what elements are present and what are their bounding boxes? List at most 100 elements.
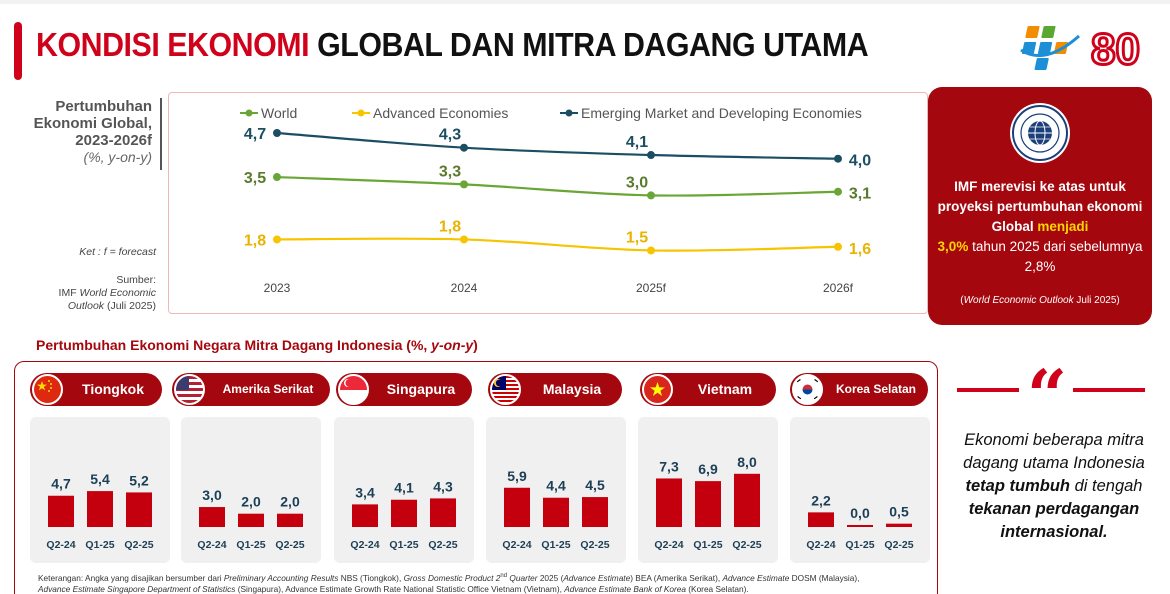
footnote: Keterangan: Angka yang disajikan bersumb… (38, 571, 938, 594)
malaysia-flag-icon (490, 374, 521, 405)
partners-title-italic: y-on-y (431, 337, 474, 353)
quote-t2: di tengah (1070, 477, 1143, 495)
bps-logo-icon: 80 (1020, 24, 1141, 76)
legend-marker-1 (357, 109, 365, 117)
page-title: KONDISI EKONOMI GLOBAL DAN MITRA DAGANG … (36, 26, 869, 64)
country-card-vietnam (638, 417, 778, 563)
country-label-tiongkok: Tiongkok (82, 381, 144, 397)
pill-tiongkok: Tiongkok (30, 373, 162, 406)
fn-p7: (Korea Selatan). (685, 583, 749, 594)
series-line-1 (276, 237, 839, 252)
south-korea-flag-icon (792, 374, 823, 405)
legend-label-2: Emerging Market and Developing Economies (581, 105, 862, 121)
source-line-2: IMF World Economic (20, 287, 156, 300)
fn-p2: NBS (Tiongkok), (338, 572, 404, 583)
quote-rule-left (957, 388, 1019, 392)
bps-logo: 80 (1015, 20, 1155, 76)
fn-sup: nd (500, 573, 508, 579)
series-point-2-1 (460, 143, 468, 152)
side-title-unit: (%, y-on-y) (83, 149, 152, 165)
legend-label-0: World (261, 105, 297, 121)
line-chart-panel (168, 92, 928, 314)
fn-p1: Keterangan: Angka yang disajikan bersumb… (38, 572, 224, 583)
country-label-malaysia: Malaysia (542, 381, 602, 397)
quote-text: Ekonomi beberapa mitra dagang utama Indo… (955, 429, 1153, 544)
series-point-0-1 (460, 180, 468, 189)
fn-p5: DOSM (Malaysia), (789, 572, 860, 583)
fn-i6: Advance Estimate Singapore Department of… (38, 583, 236, 594)
series-line-2 (276, 131, 839, 160)
quote-mark-icon: “ (1026, 354, 1068, 437)
pill-singapura: Singapura (336, 373, 472, 406)
country-card-korea-selatan (790, 417, 930, 563)
data-label-1-2: 1,5 (626, 229, 648, 246)
quote-panel: “ Ekonomi beberapa mitra dagang utama In… (955, 361, 1155, 594)
legend-marker-2 (565, 109, 573, 117)
source-weo-1: World Economic (79, 287, 156, 299)
imf-text-2: tahun 2025 dari sebelumnya 2,8% (968, 239, 1143, 274)
fn-i2: Gross Domestic Product 2 (403, 572, 501, 583)
china-flag-icon (32, 374, 63, 405)
side-title-line-2: Ekonomi Global, (33, 115, 152, 132)
imf-source-note: (World Economic Outlook Juli 2025) (934, 295, 1146, 306)
source-line-3: Outlook (Juli 2025) (20, 300, 156, 313)
side-title-line-3: 2023-2026f (75, 132, 152, 149)
x-tick-label: 2024 (451, 281, 478, 295)
series-point-0-0 (273, 173, 281, 182)
pill-amerika-serikat: Amerika Serikat (172, 373, 330, 406)
fn-i4: Advance Estimate (563, 572, 631, 583)
global-chart-title: Pertumbuhan Ekonomi Global, 2023-2026f (… (10, 98, 152, 166)
data-label-1-3: 1,6 (849, 241, 871, 258)
data-label-0-2: 3,0 (626, 174, 648, 191)
title-black-part: GLOBAL DAN MITRA DAGANG UTAMA (309, 26, 869, 63)
data-label-0-1: 3,3 (439, 163, 461, 180)
fn-p4: ) BEA (Amerika Serikat), (630, 572, 723, 583)
data-label-2-2: 4,1 (626, 134, 648, 151)
quote-rule-right (1073, 388, 1145, 392)
data-label-1-1: 1,8 (439, 218, 461, 235)
series-point-2-3 (834, 154, 842, 163)
data-label-2-3: 4,0 (849, 153, 871, 170)
country-card-tiongkok (30, 417, 170, 563)
country-card-malaysia (486, 417, 626, 563)
legend-marker-0 (245, 109, 253, 117)
fn-p6: (Singapura), Advance Estimate Growth Rat… (235, 583, 565, 594)
top-rule (0, 0, 1170, 4)
series-line-0 (276, 175, 839, 197)
x-tick-label: 2025f (636, 281, 667, 295)
side-divider (160, 98, 162, 170)
series-point-0-2 (647, 191, 655, 200)
imf-note-open: ( (960, 295, 964, 306)
fn-i5: Advance Estimate (722, 572, 790, 583)
source-imf: IMF (58, 287, 80, 299)
series-point-1-3 (834, 242, 842, 251)
imf-highlight-2: 3,0% (937, 239, 969, 254)
data-label-2-1: 4,3 (439, 127, 461, 144)
pill-malaysia: Malaysia (488, 373, 622, 406)
data-label-2-0: 4,7 (244, 126, 266, 143)
source-line-1: Sumber: (116, 274, 156, 286)
x-tick-label: 2023 (264, 281, 291, 295)
fn-i3: Quarter (507, 572, 538, 583)
legend-label-1: Advanced Economies (373, 105, 508, 121)
title-accent-bar (14, 22, 22, 80)
series-point-1-1 (460, 235, 468, 244)
series-point-1-0 (273, 235, 281, 244)
pill-vietnam: Vietnam (640, 373, 776, 406)
imf-message: IMF merevisi ke atas untuk proyeksi pert… (936, 177, 1144, 277)
source-weo-2: Outlook (67, 300, 105, 312)
pill-korea-selatan: Korea Selatan (790, 373, 928, 406)
quote-b1: tetap tumbuh (965, 477, 1071, 495)
vietnam-flag-icon (642, 374, 673, 405)
partners-panel (14, 361, 938, 594)
fn-i1: Preliminary Accounting Results (223, 572, 339, 583)
imf-text-1: IMF merevisi ke atas untuk proyeksi pert… (937, 179, 1143, 234)
partners-section-title: Pertumbuhan Ekonomi Negara Mitra Dagang … (36, 337, 478, 353)
partners-title-main: Pertumbuhan Ekonomi Negara Mitra Dagang … (36, 337, 432, 353)
imf-card: IMF merevisi ke atas untuk proyeksi pert… (928, 87, 1152, 325)
series-point-0-3 (834, 187, 842, 196)
fn-i7: Advance Estimate Bank of Korea (564, 583, 686, 594)
partners-title-close: ) (473, 337, 478, 353)
imf-note-rest: Juli 2025) (1073, 295, 1120, 306)
country-card-amerika-serikat (181, 417, 321, 563)
